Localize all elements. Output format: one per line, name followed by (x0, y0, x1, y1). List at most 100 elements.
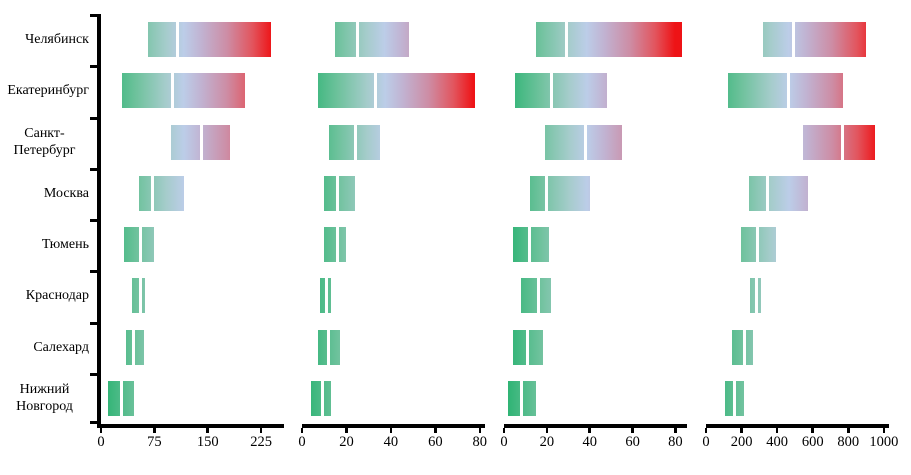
x-axis-tick (631, 427, 634, 433)
chart-panel-2: 0 20 40 60 80 (298, 14, 487, 450)
x-axis-tick (389, 427, 393, 433)
x-axis-tick (882, 427, 886, 433)
x-axis-tick-label: 400 (766, 434, 789, 450)
bar-split-marker (545, 175, 549, 211)
x-axis-tick-label: 0 (702, 434, 710, 450)
x-axis-tick (674, 427, 677, 433)
range-bar (317, 73, 476, 109)
range-bar (544, 124, 622, 160)
bar-split-marker (564, 22, 568, 57)
range-bar (536, 22, 682, 57)
bar-split-marker (353, 124, 357, 160)
range-bar (731, 329, 753, 365)
category-label: Екатеринбург (7, 83, 89, 99)
bar-split-marker (526, 329, 530, 365)
x-axis-tick (545, 427, 549, 433)
bar-split-marker (528, 227, 532, 262)
category-label: Челябинск (25, 32, 89, 48)
x-axis-tick (740, 427, 743, 433)
category-label: Нижний Новгород (16, 382, 73, 415)
bar-split-marker (549, 73, 553, 109)
bar-split-marker (199, 124, 203, 160)
category-label: Краснодар (25, 288, 89, 304)
bar-split-marker (336, 175, 340, 211)
range-bar (138, 175, 185, 211)
category-label: Москва (43, 185, 89, 201)
y-axis-tick (90, 14, 97, 17)
x-axis-tick (206, 427, 209, 433)
bar-split-marker (755, 278, 758, 314)
range-bar (727, 73, 844, 109)
category-label: Салехард (33, 339, 89, 355)
y-axis-tick (90, 167, 97, 171)
x-axis-tick (345, 427, 348, 433)
range-bar (514, 73, 607, 109)
bar-split-marker (138, 227, 142, 262)
y-axis-tick (90, 65, 97, 69)
x-axis-tick-label: 0 (298, 434, 306, 450)
bar-split-marker (373, 73, 377, 109)
bar-split-marker (356, 22, 360, 57)
category-label: Тюмень (41, 237, 89, 253)
x-axis-tick-label: 75 (147, 434, 162, 450)
bar-split-marker (324, 278, 328, 314)
bar-split-marker (151, 175, 155, 211)
bar-split-marker (792, 22, 796, 57)
bar-split-marker (320, 380, 324, 416)
bar-split-marker (132, 329, 136, 365)
bar-split-marker (519, 380, 523, 416)
x-axis-tick (434, 427, 437, 433)
range-bar (324, 175, 356, 211)
bar-split-marker (840, 124, 844, 160)
x-axis-tick-label: 0 (500, 434, 508, 450)
bar-split-marker (336, 227, 340, 262)
x-axis-tick-label: 150 (196, 434, 219, 450)
x-axis-tick-label: 225 (250, 434, 272, 450)
range-bar (741, 227, 776, 262)
range-bar (335, 22, 409, 57)
x-axis-tick-label: 80 (668, 434, 683, 450)
x-axis-line (504, 424, 687, 428)
x-axis-tick (775, 427, 779, 433)
y-axis-tick (90, 421, 97, 424)
bar-split-marker (536, 278, 540, 314)
x-axis-tick-label: 80 (472, 434, 488, 450)
x-axis-tick-label: 600 (801, 434, 824, 450)
y-axis-tick (90, 116, 97, 120)
x-axis-tick (99, 427, 103, 433)
range-bar (748, 175, 808, 211)
bar-split-marker (171, 73, 175, 109)
x-axis-tick-label: 60 (428, 434, 443, 450)
x-axis-tick (704, 427, 708, 433)
x-axis-tick (153, 427, 156, 433)
bar-split-marker (138, 278, 142, 314)
range-bar (802, 124, 876, 160)
x-axis-tick-label: 0 (97, 434, 105, 450)
bar-split-marker (755, 227, 759, 262)
x-axis-tick-label: 20 (339, 434, 354, 450)
x-axis-tick-label: 20 (539, 434, 555, 450)
bar-split-marker (787, 73, 791, 109)
bar-split-marker (327, 329, 331, 365)
x-axis-tick-label: 800 (837, 434, 860, 450)
y-axis-line (97, 14, 101, 427)
range-bar (147, 22, 272, 57)
x-axis-tick-label: 60 (625, 434, 640, 450)
category-label: Санкт-Петербург (13, 126, 76, 159)
range-bar (763, 22, 867, 57)
bar-split-marker (743, 329, 747, 365)
x-axis-tick (847, 427, 850, 433)
x-axis-tick-label: 40 (582, 434, 597, 450)
x-axis-line (97, 424, 284, 428)
x-axis-tick (502, 427, 506, 433)
chart-panel-3: 0 20 40 60 80 (500, 14, 687, 450)
y-axis-tick (90, 270, 97, 274)
bar-split-marker (583, 124, 587, 160)
bar-split-marker (765, 175, 769, 211)
y-axis-tick (90, 321, 97, 325)
x-axis-tick (300, 427, 304, 433)
x-axis-tick-label: 40 (383, 434, 399, 450)
bar-split-marker (120, 380, 124, 416)
y-axis-tick (90, 219, 97, 222)
